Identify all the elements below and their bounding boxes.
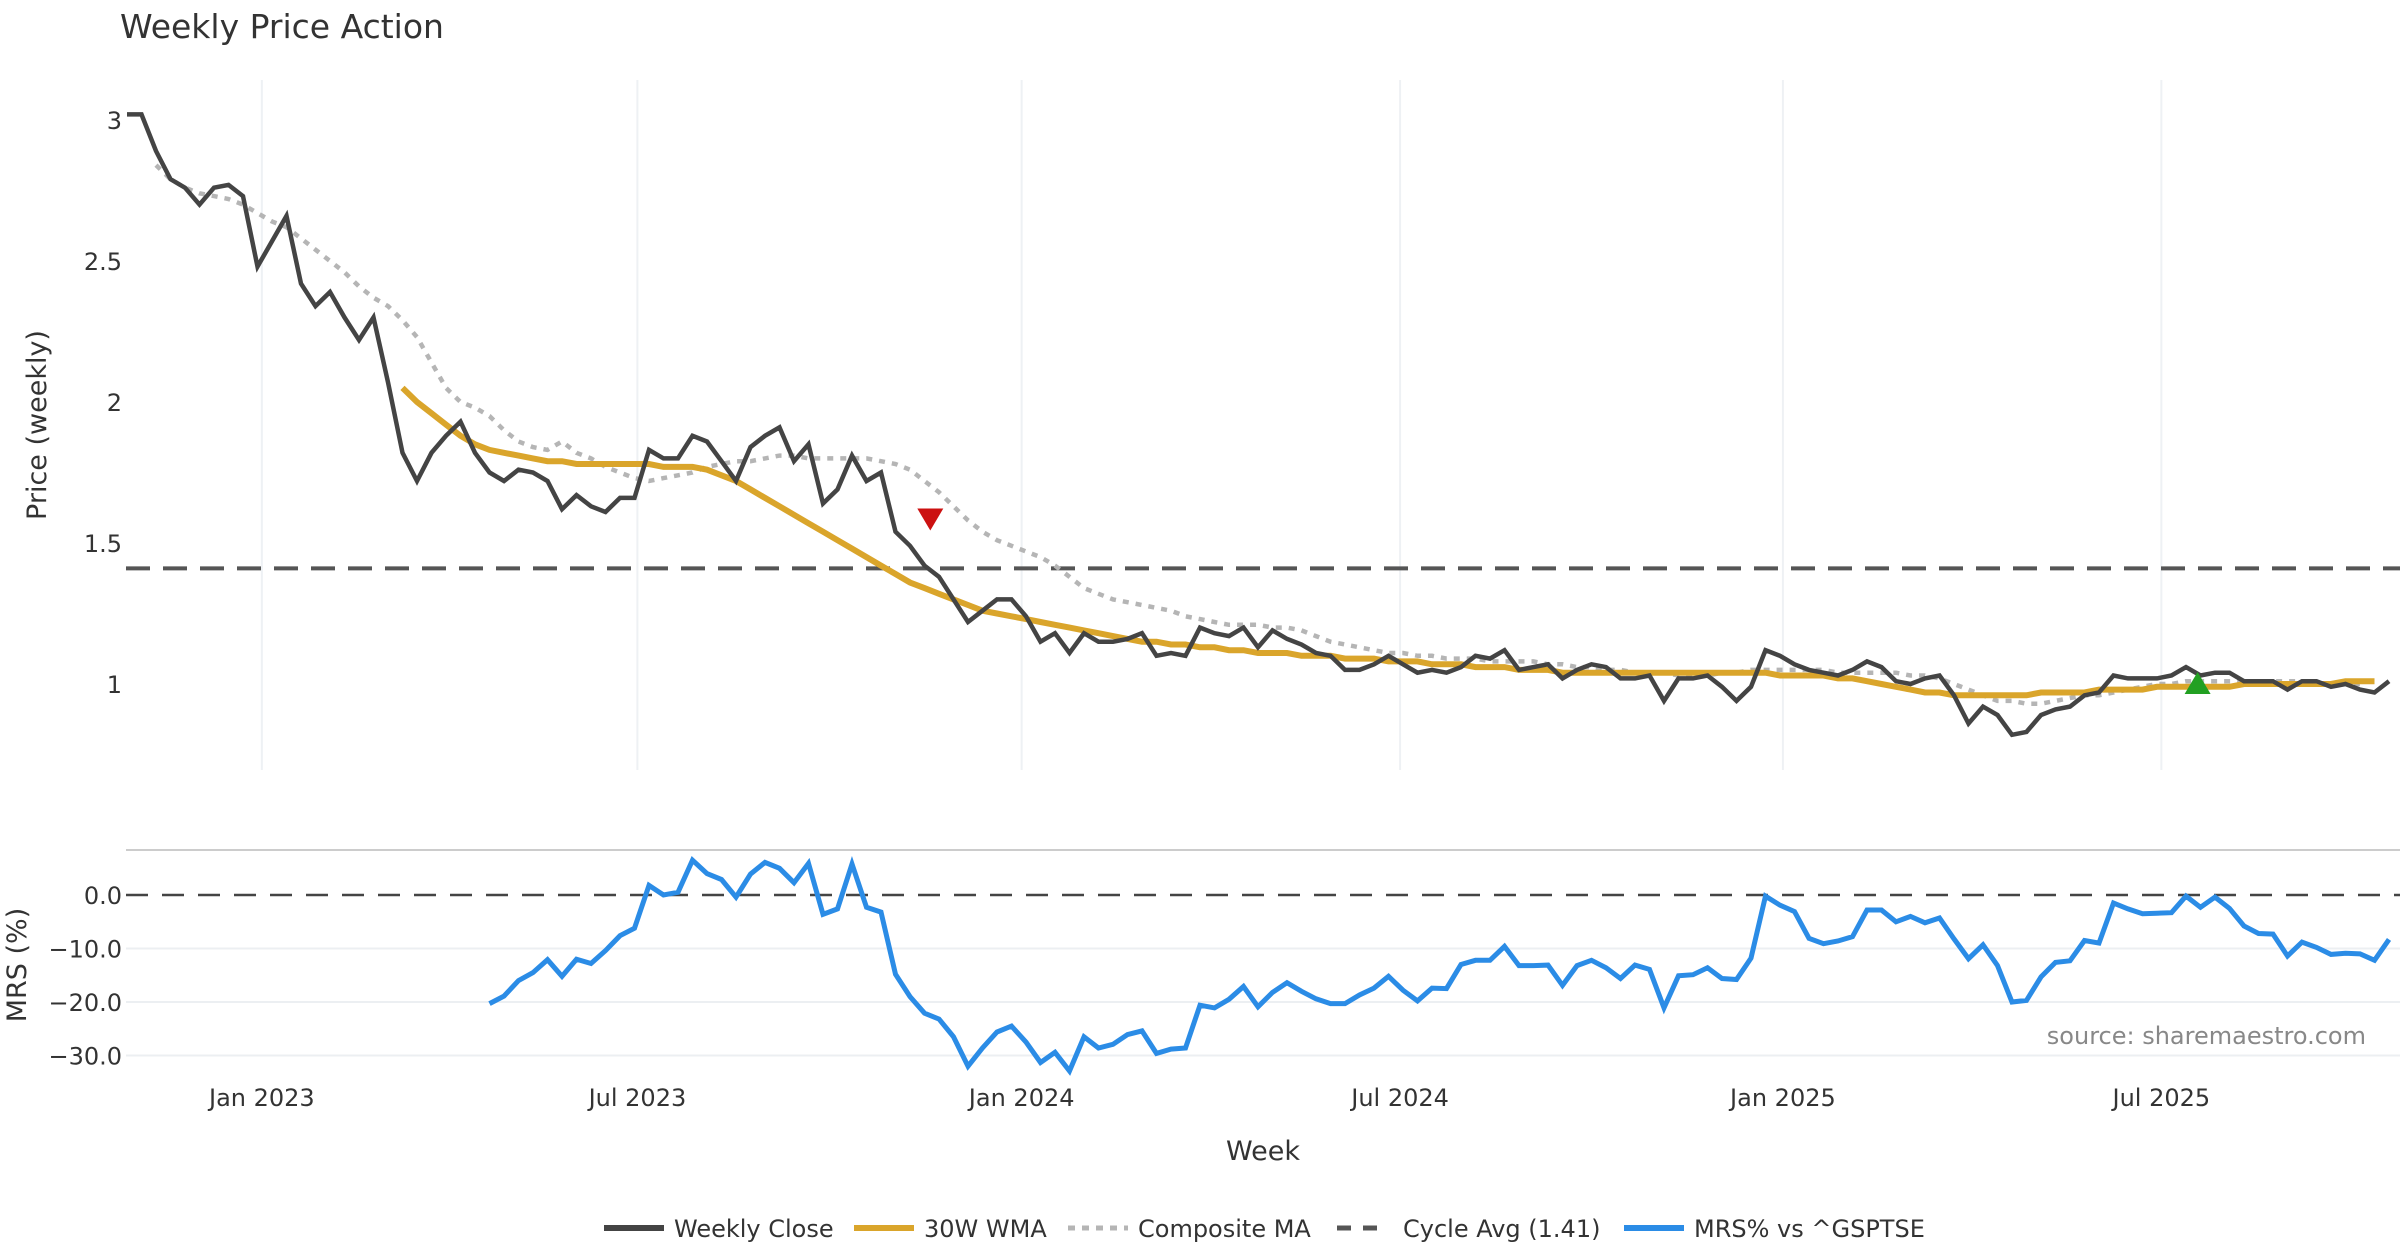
price-y-axis-title: Price (weekly) (22, 330, 53, 520)
mrs-y-ticks: 0.0 −10.0 −20.0 −30.0 (48, 882, 122, 1071)
legend-label: Composite MA (1138, 1215, 1311, 1243)
x-tick-label: Jul 2025 (2111, 1084, 2211, 1112)
weekly-close-line (127, 112, 2391, 738)
legend-item: MRS% vs ^GSPTSE (1624, 1215, 1925, 1243)
mrs-y-tick-label: −30.0 (48, 1043, 122, 1071)
mrs-y-tick-label: −10.0 (48, 936, 122, 964)
x-axis-ticks: Jan 2023 Jul 2023 Jan 2024 Jul 2024 Jan 2025… (207, 1084, 2210, 1112)
price-series-group (127, 112, 2391, 738)
composite-ma-line (154, 163, 2360, 706)
x-tick-label: Jul 2024 (1349, 1084, 1449, 1112)
buy-signal-marker (2184, 672, 2211, 694)
chart-title: Weekly Price Action (120, 7, 444, 46)
sell-signal-marker (917, 508, 944, 531)
x-tick-label: Jul 2023 (587, 1084, 687, 1112)
price-y-tick-label: 1.5 (84, 530, 122, 558)
mrs-y-tick-label: 0.0 (84, 882, 122, 910)
signal-markers (917, 508, 2211, 694)
30w-wma-line (400, 385, 2375, 699)
x-tick-label: Jan 2025 (1728, 1084, 1836, 1112)
legend-item: 30W WMA (854, 1215, 1047, 1243)
x-axis-title: Week (1226, 1136, 1300, 1167)
legend-label: 30W WMA (924, 1215, 1047, 1243)
mrs-y-axis-title: MRS (%) (2, 908, 33, 1023)
x-tick-label: Jan 2024 (967, 1084, 1075, 1112)
mrs-y-tick-label: −20.0 (48, 989, 122, 1017)
legend-item: Weekly Close (604, 1215, 834, 1243)
legend-item: Cycle Avg (1.41) (1337, 1215, 1600, 1243)
price-gridlines (260, 80, 2163, 770)
legend-label: Weekly Close (674, 1215, 834, 1243)
x-tick-label: Jan 2023 (207, 1084, 315, 1112)
price-y-tick-label: 2 (107, 389, 122, 417)
price-y-tick-label: 3 (107, 107, 122, 135)
legend-item: Composite MA (1068, 1215, 1311, 1243)
legend-label: MRS% vs ^GSPTSE (1694, 1215, 1925, 1243)
legend-label: Cycle Avg (1.41) (1403, 1215, 1600, 1243)
legend: Weekly Close 30W WMA Composite MA Cycle Avg… (604, 1215, 1925, 1243)
mrs-series-line (488, 855, 2392, 1076)
price-y-ticks: 1 1.5 2 2.5 3 (84, 107, 122, 699)
price-y-tick-label: 2.5 (84, 248, 122, 276)
source-credit: source: sharemaestro.com (2047, 1022, 2366, 1050)
price-y-tick-label: 1 (107, 671, 122, 699)
